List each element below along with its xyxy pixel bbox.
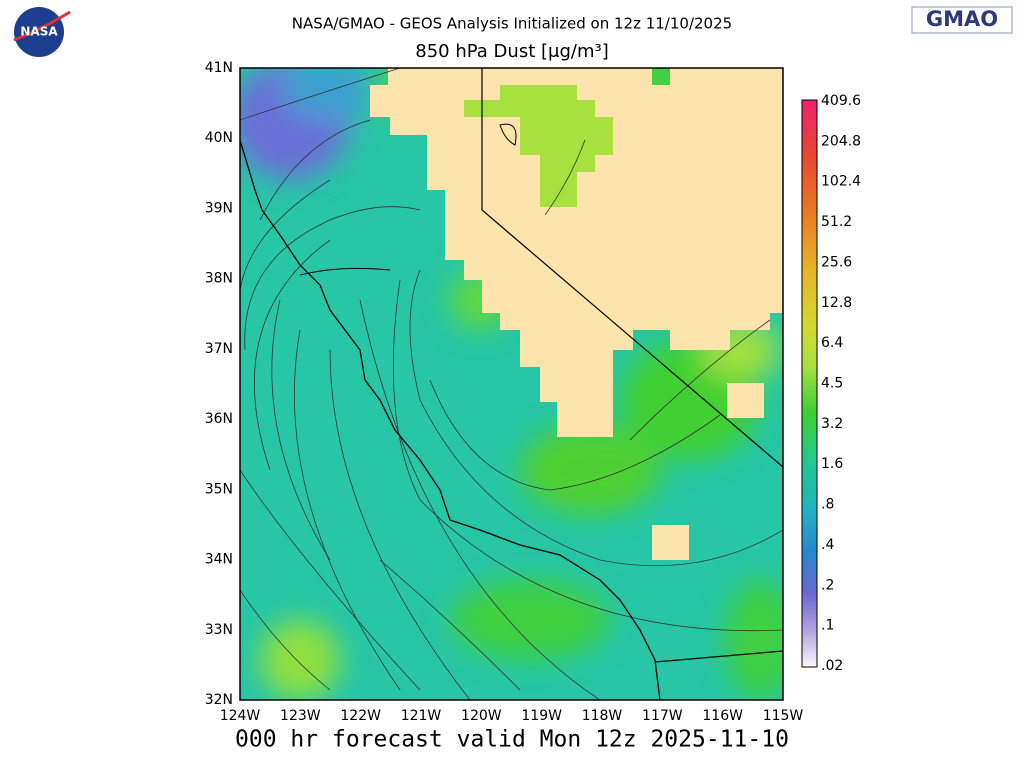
colorbar-label: .1 — [821, 618, 834, 634]
lat-label: 40N — [205, 130, 233, 146]
colorbar-label: .2 — [821, 577, 834, 593]
lat-label: 32N — [205, 692, 233, 708]
lat-label: 37N — [205, 341, 233, 357]
lon-label: 117W — [642, 708, 683, 724]
lon-label: 116W — [702, 708, 743, 724]
lon-label: 124W — [220, 708, 261, 724]
lon-label: 121W — [401, 708, 442, 724]
lat-label: 35N — [205, 481, 233, 497]
lon-label: 119W — [521, 708, 562, 724]
nasa-logo: NASA — [13, 7, 71, 57]
colorbar — [801, 99, 818, 668]
colorbar-label: 12.8 — [821, 295, 852, 311]
map-frame — [239, 67, 784, 701]
lat-label: 38N — [205, 271, 233, 287]
lon-label: 123W — [280, 708, 321, 724]
colorbar-label: .02 — [821, 658, 843, 674]
colorbar-label: 25.6 — [821, 254, 852, 270]
lat-label: 39N — [205, 200, 233, 216]
colorbar-label: 51.2 — [821, 214, 852, 230]
logo-text: GMAO — [926, 7, 998, 31]
colorbar-label: .8 — [821, 497, 834, 513]
gmao-logo: GMAO — [911, 6, 1013, 34]
lat-label: 33N — [205, 622, 233, 638]
map-field — [240, 68, 783, 700]
lon-label: 122W — [340, 708, 381, 724]
colorbar-label: 6.4 — [821, 335, 843, 351]
map-axes: 124W 123W 122W 121W 120W 119W 118W 117W 116W 115W… — [205, 60, 804, 724]
footer: 000 hr forecast valid Mon 12z 2025-11-10 — [235, 727, 789, 753]
lon-label: 120W — [461, 708, 502, 724]
lat-label: 36N — [205, 411, 233, 427]
title: NASA/GMAO - GEOS Analysis Initialized on… — [292, 15, 732, 33]
subtitle: 850 hPa Dust [μg/m³] — [415, 41, 608, 62]
lon-label: 115W — [763, 708, 804, 724]
lon-label: 118W — [582, 708, 623, 724]
colorbar-label: .4 — [821, 537, 834, 553]
colorbar-labels: 409.6 204.8 102.4 51.2 25.6 12.8 6.4 4.5 3.2 1.6.… — [821, 93, 861, 674]
lat-label: 34N — [205, 552, 233, 568]
colorbar-label: 409.6 — [821, 93, 861, 109]
colorbar-label: 204.8 — [821, 133, 861, 149]
logo-text: NASA — [20, 25, 58, 39]
colorbar-label: 1.6 — [821, 456, 843, 472]
colorbar-label: 102.4 — [821, 174, 861, 190]
lat-label: 41N — [205, 60, 233, 76]
colorbar-label: 4.5 — [821, 376, 843, 392]
colorbar-label: 3.2 — [821, 416, 843, 432]
